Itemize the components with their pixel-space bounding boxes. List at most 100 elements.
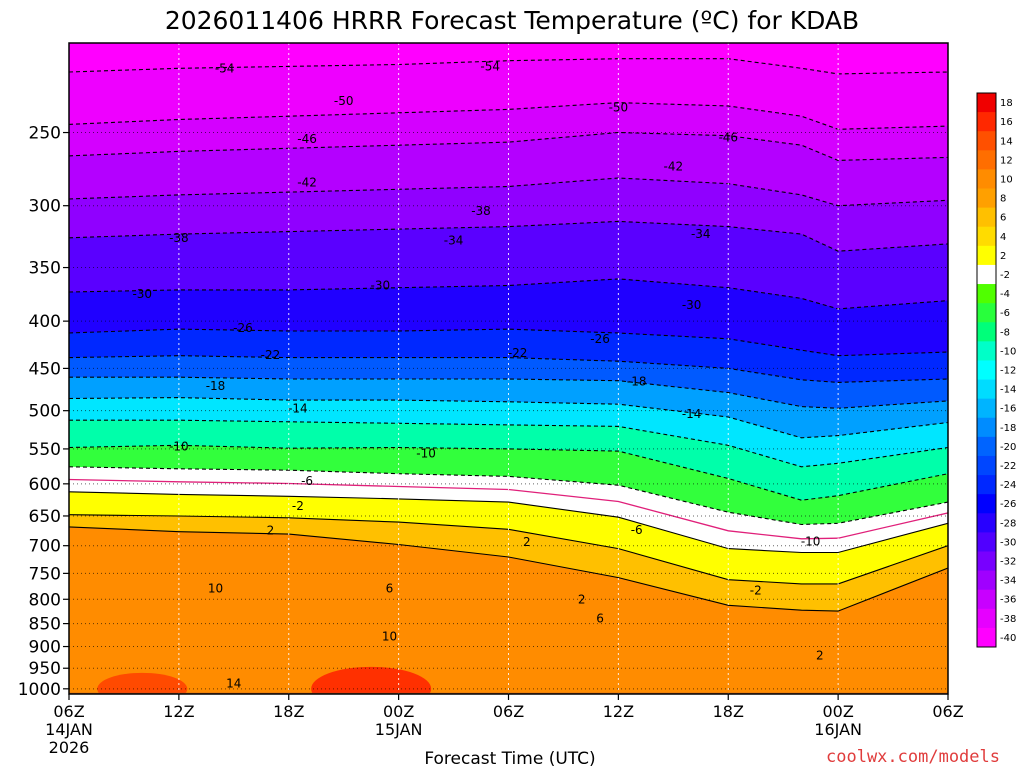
contour-label-text: 2 <box>523 535 531 549</box>
isotherm-line <box>69 419 948 468</box>
contour-label: -18 <box>627 375 647 389</box>
contour-label-text: 2 <box>816 648 824 662</box>
colorbar-swatch <box>977 532 996 552</box>
contour-label: -38 <box>471 204 491 218</box>
contour-label: -14 <box>288 401 308 415</box>
contour-label: 2 <box>578 592 586 606</box>
isotherm-line <box>69 131 948 161</box>
y-axis: 250 300 350 400 450 500 550 600 650 700 750 800 850 9… <box>18 124 69 700</box>
colorbar-swatch <box>977 436 996 457</box>
colorbar-label: 4 <box>1000 232 1006 243</box>
contour-label-text: -54 <box>480 59 500 73</box>
x-year-label: 2026 <box>49 738 90 757</box>
colorbar-swatch <box>977 93 996 113</box>
colorbar-label: 6 <box>1000 213 1006 224</box>
contour-label: -26 <box>590 332 610 346</box>
isotherm-contours <box>69 58 948 612</box>
isotherm-line <box>69 355 948 383</box>
contour-label: -6 <box>301 474 313 488</box>
y-tick-label: 800 <box>29 590 61 610</box>
y-tick-label: 400 <box>29 312 61 332</box>
contour-label: -34 <box>444 233 464 247</box>
contour-label: -54 <box>215 61 235 75</box>
colorbar-label: 18 <box>1000 98 1013 109</box>
contour-label-text: -10 <box>801 535 821 549</box>
colorbar-swatch <box>977 303 996 323</box>
colorbar-swatch <box>977 475 996 495</box>
contour-label-text: -18 <box>627 375 647 389</box>
colorbar-label: -20 <box>1000 442 1016 453</box>
contour-label: 2 <box>523 535 531 549</box>
chart-title: 2026011406 HRRR Forecast Temperature (ºC… <box>165 6 859 35</box>
contour-label: -30 <box>132 287 152 301</box>
y-tick-label: 850 <box>29 615 61 635</box>
warm-surface-band <box>311 666 432 694</box>
contour-label-text: -42 <box>664 159 684 173</box>
contour-label: -42 <box>664 159 684 173</box>
x-tick-label: 06Z <box>493 702 524 721</box>
y-tick-label: 1000 <box>18 680 61 700</box>
colorbar-label: -40 <box>1000 633 1016 644</box>
x-axis-label: Forecast Time (UTC) <box>424 749 595 768</box>
warm-surface-band <box>97 672 188 694</box>
contour-label: -22 <box>508 346 528 360</box>
colorbar-label: -38 <box>1000 614 1016 625</box>
colorbar-swatch <box>977 360 996 380</box>
contour-label-text: -46 <box>297 132 317 146</box>
colorbar-swatch <box>977 513 996 533</box>
colorbar-label: 2 <box>1000 251 1006 262</box>
isotherm-line <box>69 444 948 501</box>
x-axis: 06Z 12Z 18Z 00Z 06Z 12Z 18Z 00Z 06Z14JAN202615JA… <box>45 694 964 757</box>
contour-label-text: -14 <box>288 401 308 415</box>
colorbar-swatch <box>977 455 996 476</box>
contour-label-text: -46 <box>718 130 738 144</box>
contour-label: -34 <box>691 227 711 241</box>
colorbar-swatch <box>977 417 996 438</box>
contour-label: 6 <box>596 611 604 625</box>
colorbar-swatch <box>977 379 996 400</box>
colorbar-label: -34 <box>1000 576 1016 587</box>
contour-label-text: -54 <box>215 61 235 75</box>
colorbar-swatch <box>977 608 996 629</box>
contour-label-text: 10 <box>382 630 397 644</box>
contour-label-text: -30 <box>682 298 702 312</box>
isotherm-line <box>69 526 948 612</box>
y-tick-label: 600 <box>29 475 61 495</box>
x-tick-label: 12Z <box>603 702 634 721</box>
isotherm-line <box>69 177 948 207</box>
colorbar-label: -36 <box>1000 595 1016 606</box>
x-tick-label: 18Z <box>273 702 304 721</box>
colorbar-swatch <box>977 188 996 209</box>
colorbar-label: -32 <box>1000 557 1016 568</box>
contour-label-text: -18 <box>206 379 226 393</box>
contour-label-text: -42 <box>297 175 317 189</box>
y-tick-label: 750 <box>29 564 61 584</box>
colorbar-swatch <box>977 570 996 591</box>
contour-label: -46 <box>718 130 738 144</box>
contour-label: -2 <box>292 499 304 513</box>
x-date-label: 14JAN <box>45 720 93 739</box>
contour-label: 14 <box>226 677 241 691</box>
colorbar-label: -26 <box>1000 499 1016 510</box>
colorbar: 18 16 14 12 10 8 6 4 2 -2 -4 -6 -8 -10 -12 -14 -16 -18 -20… <box>976 92 1016 648</box>
y-tick-label: 700 <box>29 537 61 557</box>
contour-label-text: 2 <box>267 524 275 538</box>
contour-label-text: -22 <box>261 348 281 362</box>
isotherm-line <box>69 376 948 409</box>
contour-label-text: 6 <box>596 611 604 625</box>
contour-label-text: 14 <box>226 677 241 691</box>
colorbar-label: -28 <box>1000 518 1016 529</box>
colorbar-label: 16 <box>1000 117 1013 128</box>
y-tick-label: 550 <box>29 440 61 460</box>
contour-label: -22 <box>261 348 281 362</box>
contour-label: 10 <box>208 582 223 596</box>
contour-label-text: 2 <box>578 592 586 606</box>
contour-label: -18 <box>206 379 226 393</box>
contour-label-text: -6 <box>301 474 313 488</box>
contour-label: -26 <box>233 321 253 335</box>
colorbar-label: -4 <box>1000 289 1010 300</box>
contour-label: -14 <box>682 407 702 421</box>
x-date-label: 15JAN <box>375 720 423 739</box>
contour-label: -30 <box>371 278 391 292</box>
